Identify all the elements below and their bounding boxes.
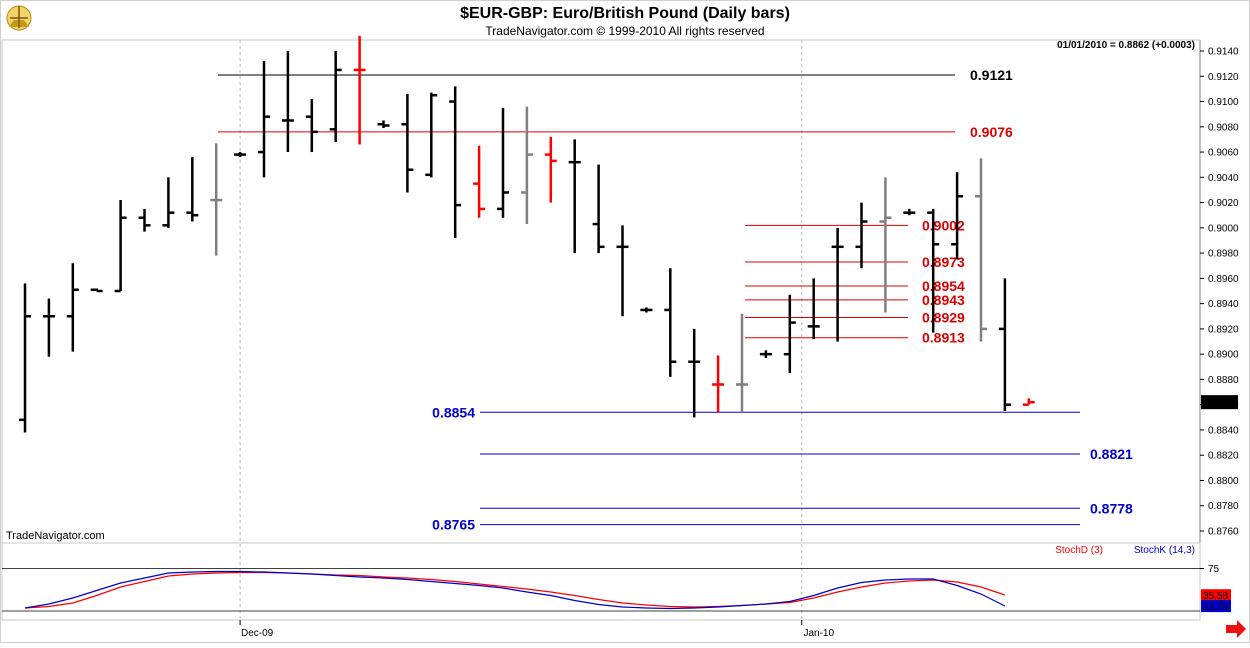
stochd-value: 35.58 — [1203, 591, 1228, 602]
price-tick-label: 0.9080 — [1208, 122, 1239, 133]
level-label: 0.9002 — [922, 217, 965, 233]
level-label: 0.9121 — [970, 67, 1013, 83]
price-tick-label: 0.8780 — [1208, 501, 1239, 512]
price-tick-label: 0.9060 — [1208, 148, 1239, 159]
ohlc-bars — [19, 35, 1035, 433]
level-label: 0.8821 — [1090, 446, 1133, 462]
price-tick-label: 0.8760 — [1208, 527, 1239, 538]
last-price-marker: 0.8862 — [1201, 395, 1238, 410]
scroll-right-arrow-icon[interactable] — [1226, 620, 1246, 638]
tradenavigator-logo-icon — [6, 5, 32, 31]
level-label: 0.8913 — [922, 330, 965, 346]
level-label: 0.8854 — [432, 404, 475, 420]
chart-copyright: TradeNavigator.com © 1999-2010 All right… — [485, 24, 764, 38]
level-label: 0.9076 — [970, 124, 1013, 140]
price-axis: 0.9140 0.9120 0.9100 0.9080 0.9060 0.9040 0.90… — [1200, 47, 1239, 538]
price-tick-label: 0.9020 — [1208, 198, 1239, 209]
stochk-value-box — [1201, 600, 1231, 613]
price-tick-label: 0.8900 — [1208, 350, 1239, 361]
stochk-value: 13.78 — [1203, 602, 1228, 613]
price-tick-label: 0.8880 — [1208, 375, 1239, 386]
date-tick-label: Jan-10 — [803, 628, 834, 639]
price-tick-label: 0.8800 — [1208, 476, 1239, 487]
chart-title: $EUR-GBP: Euro/British Pound (Daily bars… — [460, 5, 790, 22]
price-tick-label: 0.8940 — [1208, 299, 1239, 310]
watermark: TradeNavigator.com — [6, 530, 105, 542]
vertical-grid — [239, 40, 803, 620]
price-tick-label: 0.8960 — [1208, 274, 1239, 285]
level-label: 0.8929 — [922, 310, 965, 326]
stochd-line — [24, 571, 1006, 609]
stoch-tick-label: 75 — [1208, 564, 1220, 575]
stochd-legend: StochD (3) — [1055, 545, 1103, 556]
level-label: 0.8765 — [432, 517, 475, 533]
price-tick-label: 0.8920 — [1208, 324, 1239, 335]
stochd-value-box — [1201, 589, 1231, 602]
price-tick-label: 0.9120 — [1208, 72, 1239, 83]
date-tick-label: Dec-09 — [241, 628, 274, 639]
date-axis: Dec-09 Jan-10 — [239, 620, 834, 639]
price-tick-label: 0.8820 — [1208, 451, 1239, 462]
price-tick-label: 0.9140 — [1208, 47, 1239, 58]
price-tick-label: 0.8840 — [1208, 425, 1239, 436]
price-tick-label: 0.9100 — [1208, 97, 1239, 108]
last-value-label: 01/01/2010 = 0.8862 (+0.0003) — [1057, 40, 1195, 51]
price-tick-label: 0.9040 — [1208, 173, 1239, 184]
level-label: 0.8973 — [922, 254, 965, 270]
last-price-box — [1201, 395, 1238, 410]
stochk-line — [24, 570, 1006, 610]
price-tick-label: 0.9000 — [1208, 223, 1239, 234]
price-tick-label: 0.8980 — [1208, 249, 1239, 260]
stochastic-panel-frame — [1, 542, 1201, 621]
stochk-legend: StochK (14,3) — [1134, 545, 1195, 556]
last-price-text: 0.8862 — [1204, 398, 1235, 409]
level-label: 0.8943 — [922, 292, 965, 308]
level-label: 0.8778 — [1090, 500, 1133, 516]
